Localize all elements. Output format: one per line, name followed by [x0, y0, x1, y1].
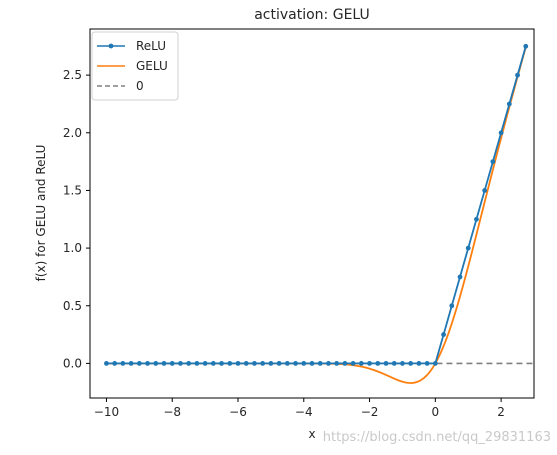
- relu-point: [227, 361, 233, 366]
- legend-relu-marker: [108, 43, 114, 49]
- relu-point: [490, 159, 496, 165]
- relu-point: [309, 361, 315, 366]
- relu-point: [136, 361, 142, 366]
- y-tick-label: 0.0: [63, 356, 82, 370]
- relu-point: [350, 361, 356, 366]
- x-tick-label: −8: [163, 405, 181, 419]
- relu-point: [120, 361, 126, 366]
- relu-point: [515, 72, 520, 78]
- relu-point: [474, 216, 479, 222]
- y-tick-label: 1.0: [63, 241, 82, 255]
- relu-point: [449, 303, 455, 309]
- relu-point: [367, 361, 372, 366]
- relu-point: [441, 332, 446, 337]
- y-tick-label: 1.5: [63, 183, 82, 197]
- relu-point: [186, 361, 192, 366]
- relu-point: [293, 361, 298, 366]
- legend-label-gelu: GELU: [136, 59, 168, 73]
- relu-point: [342, 361, 348, 366]
- relu-point: [317, 361, 323, 366]
- x-tick-label: −6: [229, 405, 247, 419]
- chart-title: activation: GELU: [254, 7, 370, 23]
- legend: ReLU GELU 0: [91, 31, 179, 101]
- x-tick-label: 2: [497, 405, 505, 419]
- relu-point: [482, 188, 488, 193]
- x-axis-label: x: [308, 427, 315, 441]
- watermark: https://blog.csdn.net/qq_29831163: [323, 430, 551, 445]
- legend-label-relu: ReLU: [136, 39, 166, 53]
- relu-point: [375, 361, 381, 366]
- relu-point: [268, 361, 274, 366]
- series-line-relu: [106, 46, 527, 365]
- y-axis-label: f(x) for GELU and ReLU: [34, 145, 48, 282]
- relu-point: [235, 361, 241, 366]
- legend-label-zero: 0: [136, 79, 144, 93]
- x-axis: −10 −8 −6 −4 −2 0 2: [94, 398, 505, 419]
- relu-point: [408, 361, 414, 366]
- relu-point: [243, 361, 249, 366]
- relu-point: [260, 361, 266, 366]
- x-tick-label: 0: [432, 405, 440, 419]
- series-layer: [104, 43, 534, 384]
- relu-point: [432, 361, 438, 366]
- relu-point: [194, 361, 200, 366]
- relu-point: [153, 361, 159, 366]
- relu-point: [506, 101, 512, 107]
- relu-point: [104, 361, 109, 366]
- relu-point: [358, 361, 364, 366]
- x-tick-label: −2: [361, 405, 379, 419]
- plot-frame: [89, 28, 535, 399]
- relu-point: [219, 361, 224, 366]
- relu-point: [424, 361, 430, 366]
- relu-point: [383, 361, 389, 366]
- relu-point: [498, 130, 504, 136]
- relu-point: [276, 361, 282, 366]
- x-tick-label: −10: [94, 405, 119, 419]
- relu-point: [112, 361, 118, 366]
- relu-point: [416, 361, 422, 366]
- relu-point: [202, 361, 208, 366]
- relu-point: [523, 43, 529, 49]
- relu-point: [145, 361, 150, 366]
- relu-point: [161, 361, 167, 366]
- relu-point: [178, 361, 183, 366]
- relu-point: [326, 361, 331, 366]
- y-tick-label: 2.0: [63, 126, 82, 140]
- relu-point: [169, 361, 175, 366]
- relu-point: [400, 361, 405, 366]
- legend-box: [91, 31, 179, 101]
- relu-point: [391, 361, 397, 366]
- relu-point: [465, 245, 471, 251]
- relu-point: [252, 361, 257, 366]
- y-tick-label: 0.5: [63, 299, 82, 313]
- x-tick-label: −4: [295, 405, 313, 419]
- relu-point: [128, 361, 134, 366]
- relu-point: [210, 361, 216, 366]
- relu-point: [334, 361, 340, 366]
- relu-point: [301, 361, 307, 366]
- y-tick-label: 2.5: [63, 68, 82, 82]
- relu-point: [284, 361, 290, 366]
- y-axis: 0.0 0.5 1.0 1.5 2.0 2.5: [63, 68, 90, 370]
- relu-point: [457, 274, 463, 280]
